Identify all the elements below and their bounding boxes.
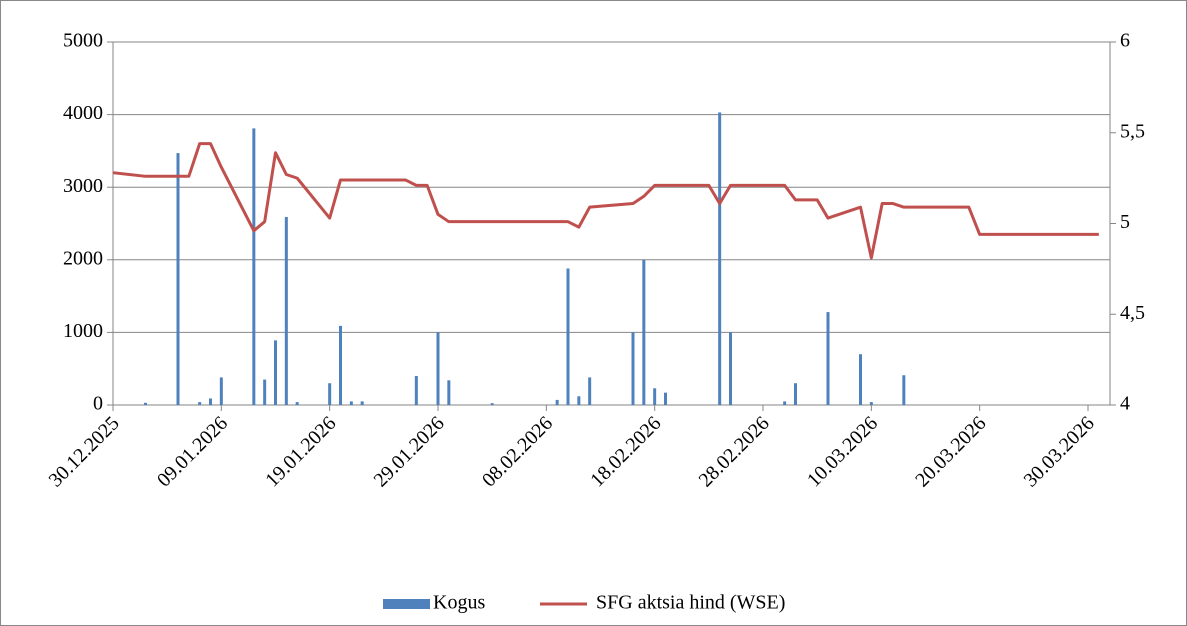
legend-label: SFG aktsia hind (WSE) — [596, 592, 785, 614]
bar — [295, 402, 299, 405]
bar — [566, 268, 570, 405]
bar — [198, 402, 202, 405]
y2-tick-label: 6 — [1120, 30, 1130, 52]
y-tick-label: 3000 — [63, 175, 103, 197]
bar — [577, 396, 581, 405]
bar — [447, 380, 451, 405]
bar — [436, 332, 440, 405]
bar — [144, 402, 147, 405]
price-line — [112, 142, 1099, 260]
bar — [219, 377, 223, 405]
bar — [555, 399, 559, 405]
bar — [263, 379, 267, 405]
y2-tick-label: 5,5 — [1120, 120, 1145, 142]
bar — [664, 392, 667, 405]
bar — [274, 340, 277, 405]
bar — [729, 332, 732, 405]
bar — [339, 325, 342, 405]
y-tick-label: 1000 — [63, 320, 103, 342]
bar — [414, 375, 418, 405]
y2-tick-label: 5 — [1120, 211, 1130, 233]
bar — [783, 401, 787, 405]
bar — [631, 332, 635, 405]
y-tick-label: 0 — [93, 393, 103, 415]
bar — [653, 388, 657, 405]
bar — [209, 398, 212, 405]
bar — [794, 383, 797, 405]
bar — [349, 401, 353, 405]
y-tick-label: 4000 — [63, 102, 103, 124]
bar — [902, 375, 906, 405]
bar — [328, 383, 332, 405]
y-tick-label: 2000 — [63, 247, 103, 269]
bar — [588, 377, 592, 405]
bar — [859, 354, 862, 405]
y2-tick-label: 4,5 — [1120, 302, 1145, 324]
bar — [869, 402, 873, 405]
y2-tick-label: 4 — [1120, 393, 1130, 415]
y-tick-label: 5000 — [63, 30, 103, 52]
bar — [284, 216, 288, 405]
bar — [490, 403, 494, 405]
bar — [718, 112, 722, 405]
bar — [826, 312, 830, 405]
bar — [252, 128, 256, 406]
bar — [176, 153, 180, 405]
legend-label: Kogus — [433, 592, 485, 614]
bar — [360, 401, 364, 405]
bar — [642, 259, 646, 405]
legend-swatch — [383, 599, 430, 609]
